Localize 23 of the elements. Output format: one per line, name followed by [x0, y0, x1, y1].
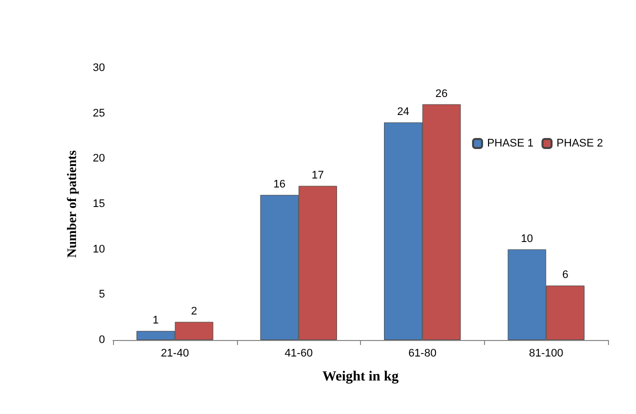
- y-tick-label: 0: [98, 334, 105, 346]
- x-tick-label: 41-60: [284, 348, 313, 360]
- data-label: 10: [520, 232, 534, 245]
- data-label: 2: [190, 305, 198, 318]
- y-tick-label: 20: [92, 152, 105, 165]
- x-tick-label: 61-80: [408, 348, 436, 360]
- y-tick-label: 25: [92, 107, 105, 120]
- x-tick-label: 21-40: [160, 348, 189, 360]
- x-axis-title: Weight in kg: [322, 370, 399, 384]
- data-label: 16: [273, 178, 286, 190]
- y-tick-label: 15: [92, 198, 105, 210]
- legend-label: PHASE 1: [487, 138, 534, 150]
- y-tick-label: 30: [92, 62, 105, 74]
- data-label: 24: [397, 106, 410, 118]
- data-label: 26: [435, 88, 448, 100]
- data-label: 17: [312, 169, 324, 182]
- data-label: 1: [152, 314, 159, 326]
- y-tick-label: 10: [92, 243, 105, 256]
- y-axis-title: Number of patients: [64, 150, 79, 258]
- x-tick-label: 81-100: [528, 348, 564, 360]
- data-label: 6: [562, 269, 568, 282]
- y-tick-label: 5: [98, 288, 105, 301]
- legend-label: PHASE 2: [556, 138, 604, 150]
